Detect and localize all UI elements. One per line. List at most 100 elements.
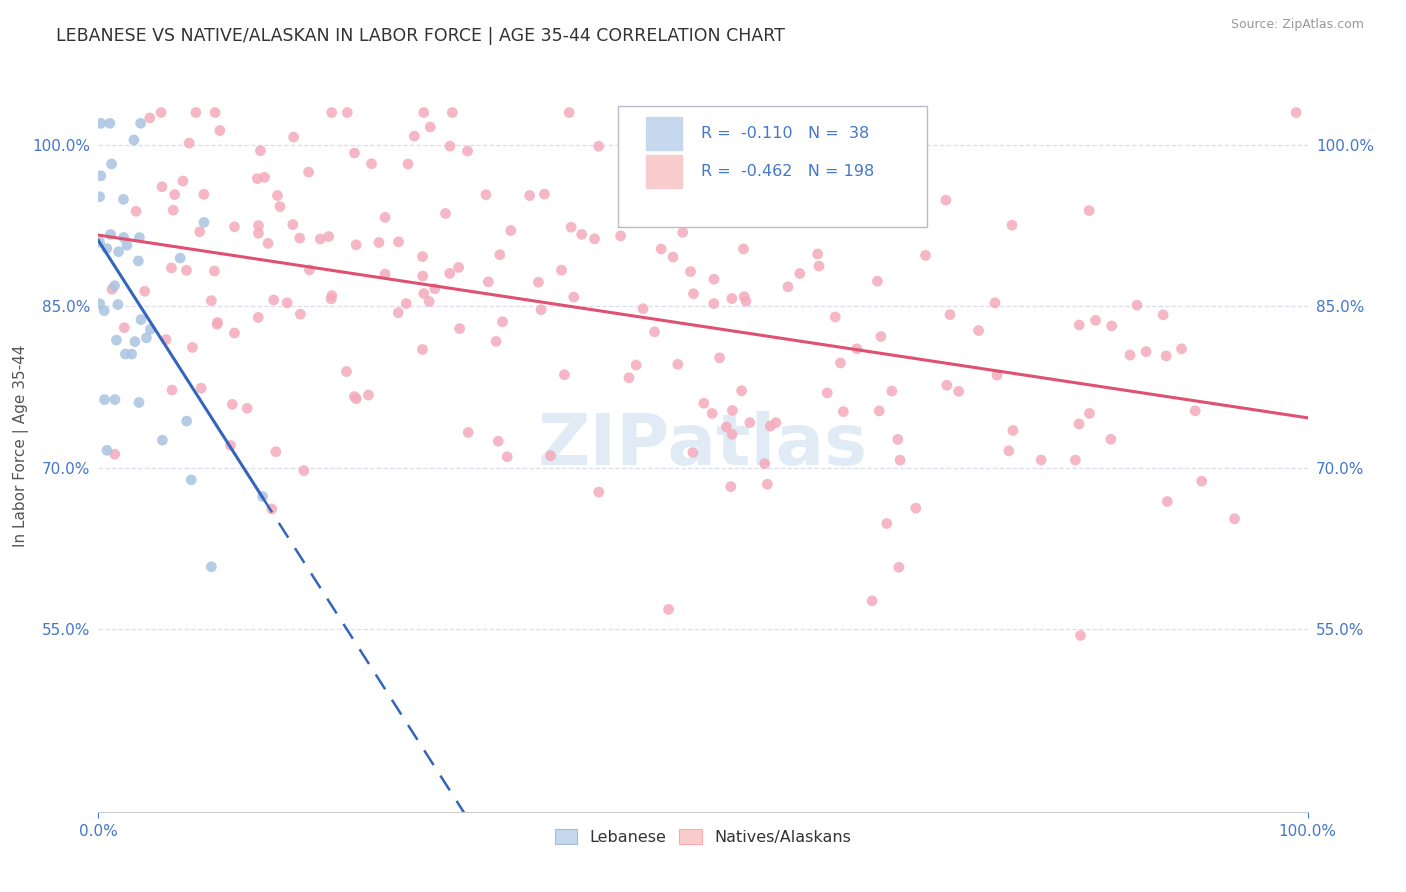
Point <box>321 288 343 302</box>
Point <box>887 560 910 574</box>
Point <box>488 248 510 262</box>
Bar <box>647 155 682 188</box>
Point <box>939 308 962 322</box>
Point <box>266 188 288 202</box>
Point <box>107 244 129 259</box>
Point <box>298 165 321 179</box>
Point <box>169 251 191 265</box>
Point <box>738 416 761 430</box>
Point <box>100 227 122 242</box>
Point <box>499 223 522 237</box>
Point <box>101 282 124 296</box>
Point <box>628 131 651 145</box>
Point <box>374 211 396 225</box>
Point <box>558 105 581 120</box>
Point <box>830 356 852 370</box>
Point <box>155 333 177 347</box>
Point <box>666 357 689 371</box>
Point <box>318 229 340 244</box>
Point <box>89 235 111 250</box>
Point <box>434 206 457 220</box>
Point <box>139 322 162 336</box>
Point <box>127 254 149 268</box>
Point <box>115 238 138 252</box>
Point <box>439 266 461 280</box>
Point <box>336 105 359 120</box>
Point <box>475 187 498 202</box>
Point <box>650 242 672 256</box>
Point <box>208 123 231 137</box>
Point <box>832 404 855 418</box>
Point <box>224 219 246 234</box>
Point <box>1078 406 1101 420</box>
Point <box>716 420 738 434</box>
Point <box>129 116 152 130</box>
Point <box>172 174 194 188</box>
Point <box>105 333 128 347</box>
Point <box>477 275 499 289</box>
Point <box>419 120 441 134</box>
Point <box>162 203 184 218</box>
Point <box>263 293 285 307</box>
Point <box>219 438 242 452</box>
Point <box>1099 432 1122 446</box>
Point <box>519 188 541 202</box>
Point <box>112 192 135 206</box>
Point <box>935 193 957 207</box>
Point <box>150 179 173 194</box>
Point <box>150 105 173 120</box>
Point <box>290 307 312 321</box>
Point <box>845 342 868 356</box>
Point <box>249 144 271 158</box>
Point <box>90 116 112 130</box>
Point <box>631 301 654 316</box>
Point <box>357 388 380 402</box>
Point <box>193 187 215 202</box>
Point <box>396 157 419 171</box>
Point <box>335 364 357 378</box>
Point <box>1135 344 1157 359</box>
Point <box>104 447 127 461</box>
Point <box>1001 424 1024 438</box>
Point <box>754 126 776 140</box>
Point <box>387 235 409 249</box>
Point <box>100 157 122 171</box>
Point <box>179 136 201 150</box>
Point <box>1154 349 1177 363</box>
Point <box>387 306 409 320</box>
Point <box>730 384 752 398</box>
Text: R =  -0.462   N = 198: R = -0.462 N = 198 <box>700 164 875 178</box>
Point <box>550 263 572 277</box>
Point <box>658 602 681 616</box>
Point <box>163 187 186 202</box>
Point <box>1084 313 1107 327</box>
Point <box>247 310 270 325</box>
Point <box>1223 512 1246 526</box>
Point <box>887 433 910 447</box>
Point <box>176 414 198 428</box>
Point <box>104 392 127 407</box>
Point <box>439 139 461 153</box>
Point <box>583 232 606 246</box>
Point <box>260 502 283 516</box>
Point <box>672 226 695 240</box>
Point <box>139 111 162 125</box>
Point <box>176 263 198 277</box>
Point <box>703 296 725 310</box>
Point <box>756 477 779 491</box>
Point <box>868 404 890 418</box>
Point <box>588 139 610 153</box>
Point <box>889 453 911 467</box>
Text: ZIPatlas: ZIPatlas <box>538 411 868 481</box>
Point <box>202 264 225 278</box>
Point <box>98 116 121 130</box>
Point <box>540 449 562 463</box>
Point <box>283 130 305 145</box>
Point <box>914 248 936 262</box>
Point <box>876 516 898 531</box>
Point <box>96 242 118 256</box>
Point <box>276 295 298 310</box>
Point <box>395 296 418 310</box>
Point <box>485 334 508 349</box>
Point <box>702 406 724 420</box>
